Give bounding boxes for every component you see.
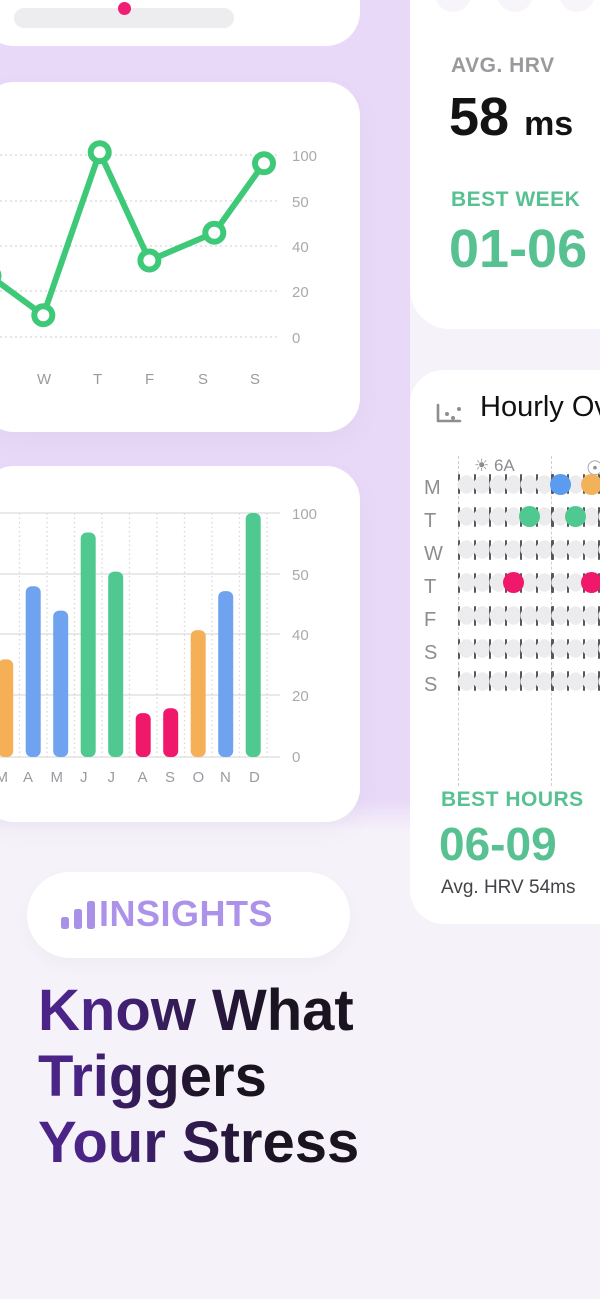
svg-text:T: T xyxy=(93,371,102,388)
svg-text:20: 20 xyxy=(292,284,309,301)
svg-text:50: 50 xyxy=(292,194,309,211)
svg-text:40: 40 xyxy=(292,239,309,256)
svg-text:S: S xyxy=(198,371,208,388)
svg-text:50: 50 xyxy=(292,567,309,584)
svg-text:A: A xyxy=(138,769,148,786)
svg-text:J: J xyxy=(108,769,116,786)
svg-text:N: N xyxy=(220,769,231,786)
svg-text:A: A xyxy=(23,769,33,786)
svg-text:W: W xyxy=(37,371,52,388)
svg-text:0: 0 xyxy=(292,749,300,766)
svg-text:D: D xyxy=(249,769,260,786)
svg-text:S: S xyxy=(250,371,260,388)
svg-text:F: F xyxy=(145,371,154,388)
svg-text:20: 20 xyxy=(292,688,309,705)
svg-text:100: 100 xyxy=(292,506,317,523)
svg-text:M: M xyxy=(0,769,8,786)
svg-text:J: J xyxy=(80,769,88,786)
svg-text:M: M xyxy=(51,769,64,786)
svg-text:S: S xyxy=(165,769,175,786)
svg-text:0: 0 xyxy=(292,330,300,347)
svg-text:O: O xyxy=(193,769,205,786)
svg-text:40: 40 xyxy=(292,627,309,644)
svg-text:100: 100 xyxy=(292,148,317,165)
